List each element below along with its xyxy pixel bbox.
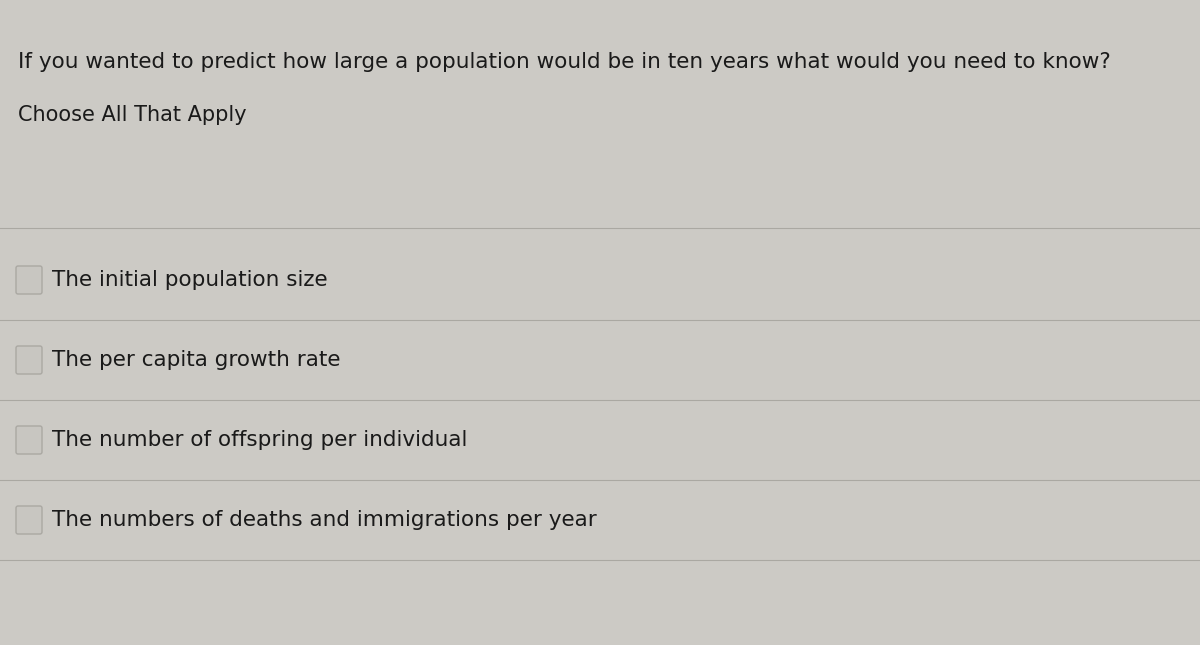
Text: The number of offspring per individual: The number of offspring per individual [52, 430, 467, 450]
Text: The initial population size: The initial population size [52, 270, 328, 290]
Text: Choose All That Apply: Choose All That Apply [18, 105, 247, 125]
FancyBboxPatch shape [16, 506, 42, 534]
Text: If you wanted to predict how large a population would be in ten years what would: If you wanted to predict how large a pop… [18, 52, 1111, 72]
Text: The per capita growth rate: The per capita growth rate [52, 350, 341, 370]
FancyBboxPatch shape [16, 266, 42, 294]
Text: The numbers of deaths and immigrations per year: The numbers of deaths and immigrations p… [52, 510, 596, 530]
FancyBboxPatch shape [16, 426, 42, 454]
FancyBboxPatch shape [16, 346, 42, 374]
